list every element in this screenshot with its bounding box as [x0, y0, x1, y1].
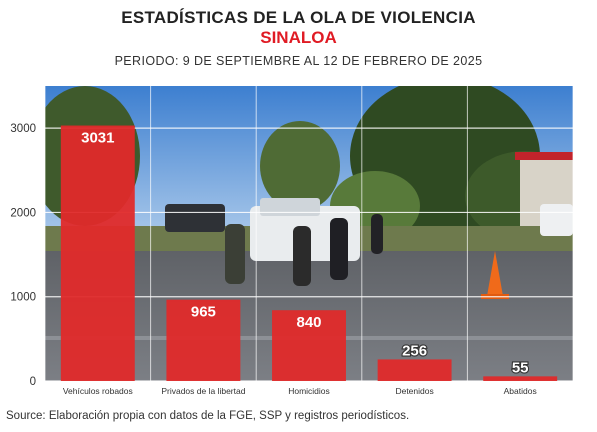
source-note: Source: Elaboración propia con datos de … — [6, 410, 410, 422]
bar — [166, 299, 241, 381]
y-tick-label: 1000 — [10, 292, 36, 304]
bar — [377, 359, 452, 381]
chart-subtitle: SINALOA — [260, 28, 337, 47]
period-label: PERIODO: 9 DE SEPTIEMBRE AL 12 DE FEBRER… — [114, 54, 483, 68]
bar — [272, 310, 346, 381]
y-axis-ticks: 0 1000 2000 3000 — [10, 123, 36, 388]
category-label: Vehículos robados — [63, 386, 133, 396]
y-tick-label: 2000 — [10, 207, 36, 219]
category-label: Homicidios — [288, 386, 330, 396]
bar-value-label: 256 — [402, 342, 427, 359]
category-label: Privados de la libertad — [161, 386, 245, 396]
category-label: Detenidos — [395, 386, 433, 396]
bar-value-label: 965 — [191, 304, 216, 321]
bar-value-label: 3031 — [81, 130, 114, 147]
bar-value-label: 840 — [296, 314, 321, 331]
y-tick-label: 0 — [30, 376, 36, 388]
category-label: Abatidos — [504, 386, 537, 396]
value-labels: 3031 965 840 256 55 — [81, 130, 530, 378]
bar — [483, 376, 558, 381]
y-tick-label: 3000 — [10, 123, 36, 135]
bar — [60, 125, 135, 381]
chart-title: ESTADÍSTICAS DE LA OLA DE VIOLENCIA — [121, 8, 476, 27]
x-axis-ticks: Vehículos robados Privados de la libertad… — [63, 386, 537, 396]
bar-value-label: 55 — [512, 359, 529, 376]
bars — [60, 125, 558, 381]
